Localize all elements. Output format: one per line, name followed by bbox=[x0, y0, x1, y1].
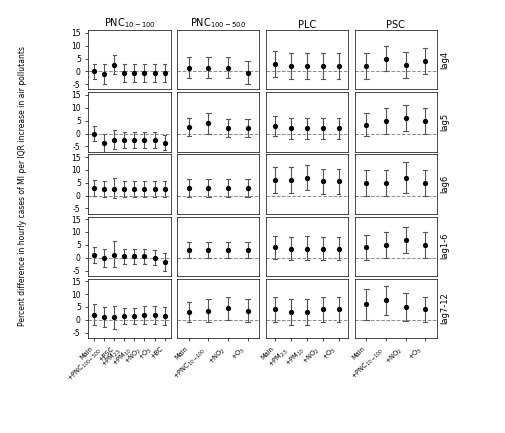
Text: lag7-12: lag7-12 bbox=[440, 292, 449, 324]
Title: PSC: PSC bbox=[386, 19, 405, 29]
Title: PNC$_{100-500}$: PNC$_{100-500}$ bbox=[190, 16, 246, 30]
Text: lag4: lag4 bbox=[440, 51, 449, 69]
Text: lag1-6: lag1-6 bbox=[440, 233, 449, 259]
Text: Percent difference in hourly cases of MI per IQR increase in air pollutants: Percent difference in hourly cases of MI… bbox=[18, 46, 27, 326]
Text: lag6: lag6 bbox=[440, 175, 449, 193]
Title: PNC$_{10-100}$: PNC$_{10-100}$ bbox=[104, 16, 156, 30]
Text: lag5: lag5 bbox=[440, 113, 449, 131]
Title: PLC: PLC bbox=[298, 19, 316, 29]
